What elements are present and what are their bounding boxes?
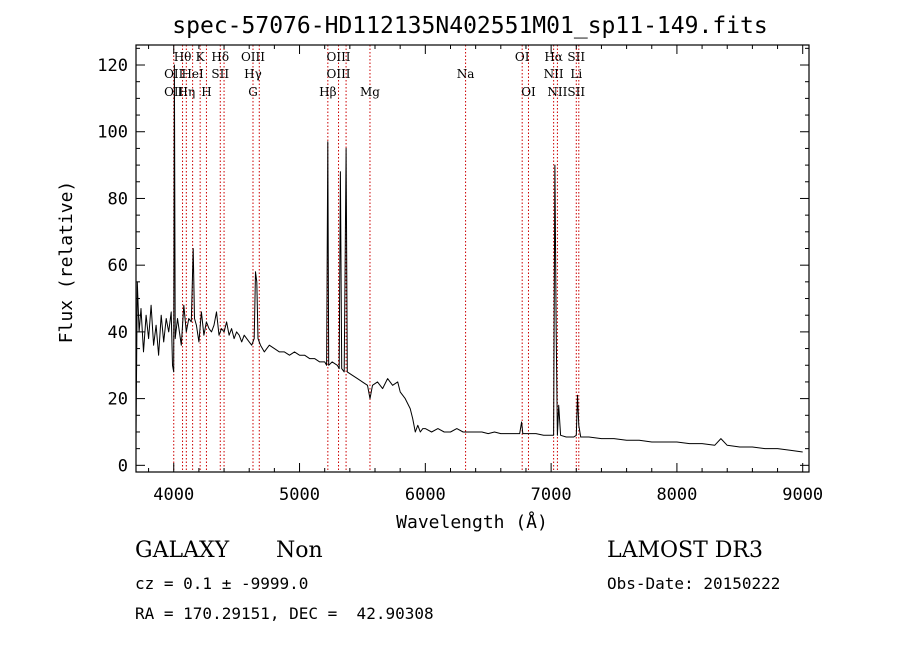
y-tick-label: 40 bbox=[108, 323, 128, 343]
line-label: SII bbox=[567, 50, 585, 64]
x-axis-label: Wavelength (Å) bbox=[396, 511, 548, 533]
y-tick-label: 120 bbox=[97, 56, 128, 76]
line-label: OI bbox=[521, 85, 536, 99]
object-class: GALAXY bbox=[135, 538, 230, 563]
coordinates: RA = 170.29151, DEC = 42.90308 bbox=[135, 604, 434, 623]
x-tick-label: 9000 bbox=[782, 485, 823, 505]
line-label: Hβ bbox=[319, 85, 336, 99]
axis-ticks: 4000 5000 6000 7000 8000 9000 0 20 40 60 80 100 120 bbox=[97, 45, 823, 505]
line-label: Li bbox=[570, 67, 582, 81]
line-label: Na bbox=[457, 67, 475, 81]
x-tick-label: 7000 bbox=[531, 485, 572, 505]
y-tick-label: 60 bbox=[108, 256, 128, 276]
x-tick-label: 6000 bbox=[405, 485, 446, 505]
line-label: OII bbox=[164, 85, 184, 99]
y-tick-label: 20 bbox=[108, 390, 128, 410]
obs-date: Obs-Date: 20150222 bbox=[607, 574, 781, 593]
survey-name: LAMOST DR3 bbox=[607, 538, 763, 563]
line-label: H bbox=[201, 85, 211, 99]
line-label: Mg bbox=[360, 85, 380, 99]
x-tick-label: 5000 bbox=[279, 485, 320, 505]
y-tick-label: 100 bbox=[97, 123, 128, 143]
line-label: HeI bbox=[181, 67, 204, 81]
line-label: Hα bbox=[544, 50, 563, 64]
line-label: NII bbox=[544, 67, 564, 81]
spectral-lines bbox=[173, 45, 580, 472]
line-label: OII bbox=[164, 67, 184, 81]
line-label: Hη bbox=[177, 85, 195, 99]
line-label: SII bbox=[211, 67, 229, 81]
chart-title: spec-57076-HD112135N402551M01_sp11-149.f… bbox=[172, 13, 767, 39]
line-label: Hγ bbox=[244, 67, 262, 81]
line-label: OIII bbox=[241, 50, 265, 64]
series-layer bbox=[135, 64, 803, 453]
x-tick-label: 8000 bbox=[656, 485, 697, 505]
line-label: OIII bbox=[326, 67, 350, 81]
x-tick-label: 4000 bbox=[153, 485, 194, 505]
object-subclass: Non bbox=[276, 538, 323, 563]
line-label: NII bbox=[547, 85, 567, 99]
line-label: OI bbox=[515, 50, 530, 64]
y-tick-label: 80 bbox=[108, 189, 128, 209]
plot-frame bbox=[135, 44, 810, 473]
line-label: OIII bbox=[326, 50, 350, 64]
line-label: Hδ bbox=[211, 50, 229, 64]
y-axis-label: Flux (relative) bbox=[56, 181, 77, 344]
line-label: G bbox=[248, 85, 258, 99]
line-labels: OII OII Hθ Hη HeI K H Hδ SII OIII Hγ G Hβ OIII OIII Mg N… bbox=[164, 50, 585, 99]
line-label: Hθ bbox=[174, 50, 192, 64]
line-label: SII bbox=[567, 85, 585, 99]
redshift-readout: cz = 0.1 ± -9999.0 bbox=[135, 574, 309, 593]
flux-series bbox=[135, 64, 803, 453]
line-label: K bbox=[196, 50, 206, 64]
y-tick-label: 0 bbox=[118, 456, 128, 476]
